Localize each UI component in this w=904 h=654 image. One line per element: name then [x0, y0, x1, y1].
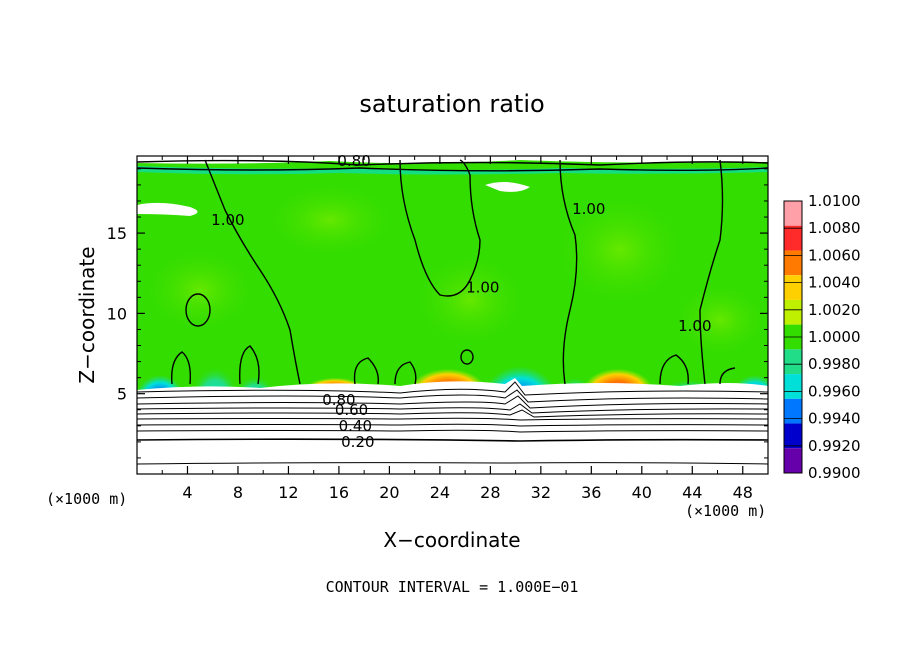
x-tick-label: 36: [581, 483, 601, 502]
colorbar-label: 1.0000: [808, 328, 861, 346]
x-tick-label: 16: [329, 483, 349, 502]
colorbar-label: 0.9980: [808, 355, 861, 373]
colorbar: 1.0100 1.0080 1.0060 1.0040 1.0020 1.0000 0.99…: [783, 192, 861, 482]
contour-label: 0.60: [335, 401, 368, 419]
colorbar-label: 1.0040: [808, 274, 861, 292]
x-tick-label: 28: [480, 483, 500, 502]
x-tick-label: 12: [278, 483, 298, 502]
plot-frame: [136, 155, 769, 475]
x-tick-label: 4: [182, 483, 192, 502]
colorbar-label: 1.0100: [808, 192, 861, 210]
colorbar-swatch: [784, 349, 802, 375]
colorbar-label: 0.9960: [808, 382, 861, 400]
contour-label: 0.40: [339, 417, 372, 435]
colorbar-swatch: [784, 398, 802, 424]
colorbar-label: 1.0060: [808, 246, 861, 264]
y-axis-label: Z−coordinate: [75, 246, 99, 383]
colorbar-swatch: [784, 225, 802, 251]
x-tick-label: 44: [682, 483, 702, 502]
x-axis-label: X−coordinate: [383, 528, 520, 552]
x-unit-label: (×1000 m): [685, 502, 766, 520]
x-tick-label: 40: [632, 483, 652, 502]
colorbar-swatch: [784, 374, 802, 399]
x-tick-label: 32: [531, 483, 551, 502]
contour-label: 1.00: [466, 279, 499, 297]
contour-label: 0.80: [337, 152, 370, 170]
contour-label: 0.20: [341, 433, 374, 451]
chart-title: saturation ratio: [359, 90, 544, 118]
y-tick-label: 15: [107, 224, 127, 243]
contour-label: 0.80: [322, 391, 355, 409]
contour-label: 1.00: [572, 200, 605, 218]
colorbar-label: 0.9920: [808, 437, 861, 455]
y-tick-label: 10: [107, 304, 127, 323]
contour-interval-note: CONTOUR INTERVAL = 1.000E−01: [326, 578, 579, 596]
x-tick-label: 48: [733, 483, 753, 502]
colorbar-swatch: [784, 201, 802, 226]
z-unit-label: (×1000 m): [46, 490, 127, 508]
colorbar-swatch: [784, 299, 802, 325]
y-tick-label: 5: [117, 385, 127, 404]
y-axis: 5 10 15: [107, 168, 768, 459]
x-tick-label: 8: [233, 483, 243, 502]
colorbar-label: 0.9900: [808, 464, 861, 482]
colorbar-swatch: [784, 250, 802, 276]
colorbar-swatch: [784, 448, 802, 473]
colorbar-label: 1.0080: [808, 219, 861, 237]
colorbar-swatch: [784, 423, 802, 449]
contour-label: 1.00: [678, 317, 711, 335]
saturation-field: [137, 156, 768, 474]
x-tick-label: 24: [430, 483, 450, 502]
colorbar-label: 0.9940: [808, 410, 861, 428]
x-tick-label: 20: [379, 483, 399, 502]
colorbar-swatch: [784, 275, 802, 300]
contour-label: 1.00: [211, 211, 244, 229]
colorbar-label: 1.0020: [808, 301, 861, 319]
x-axis: 4 8 12 16 20 24 28 32 36 40 44 48: [161, 156, 753, 502]
